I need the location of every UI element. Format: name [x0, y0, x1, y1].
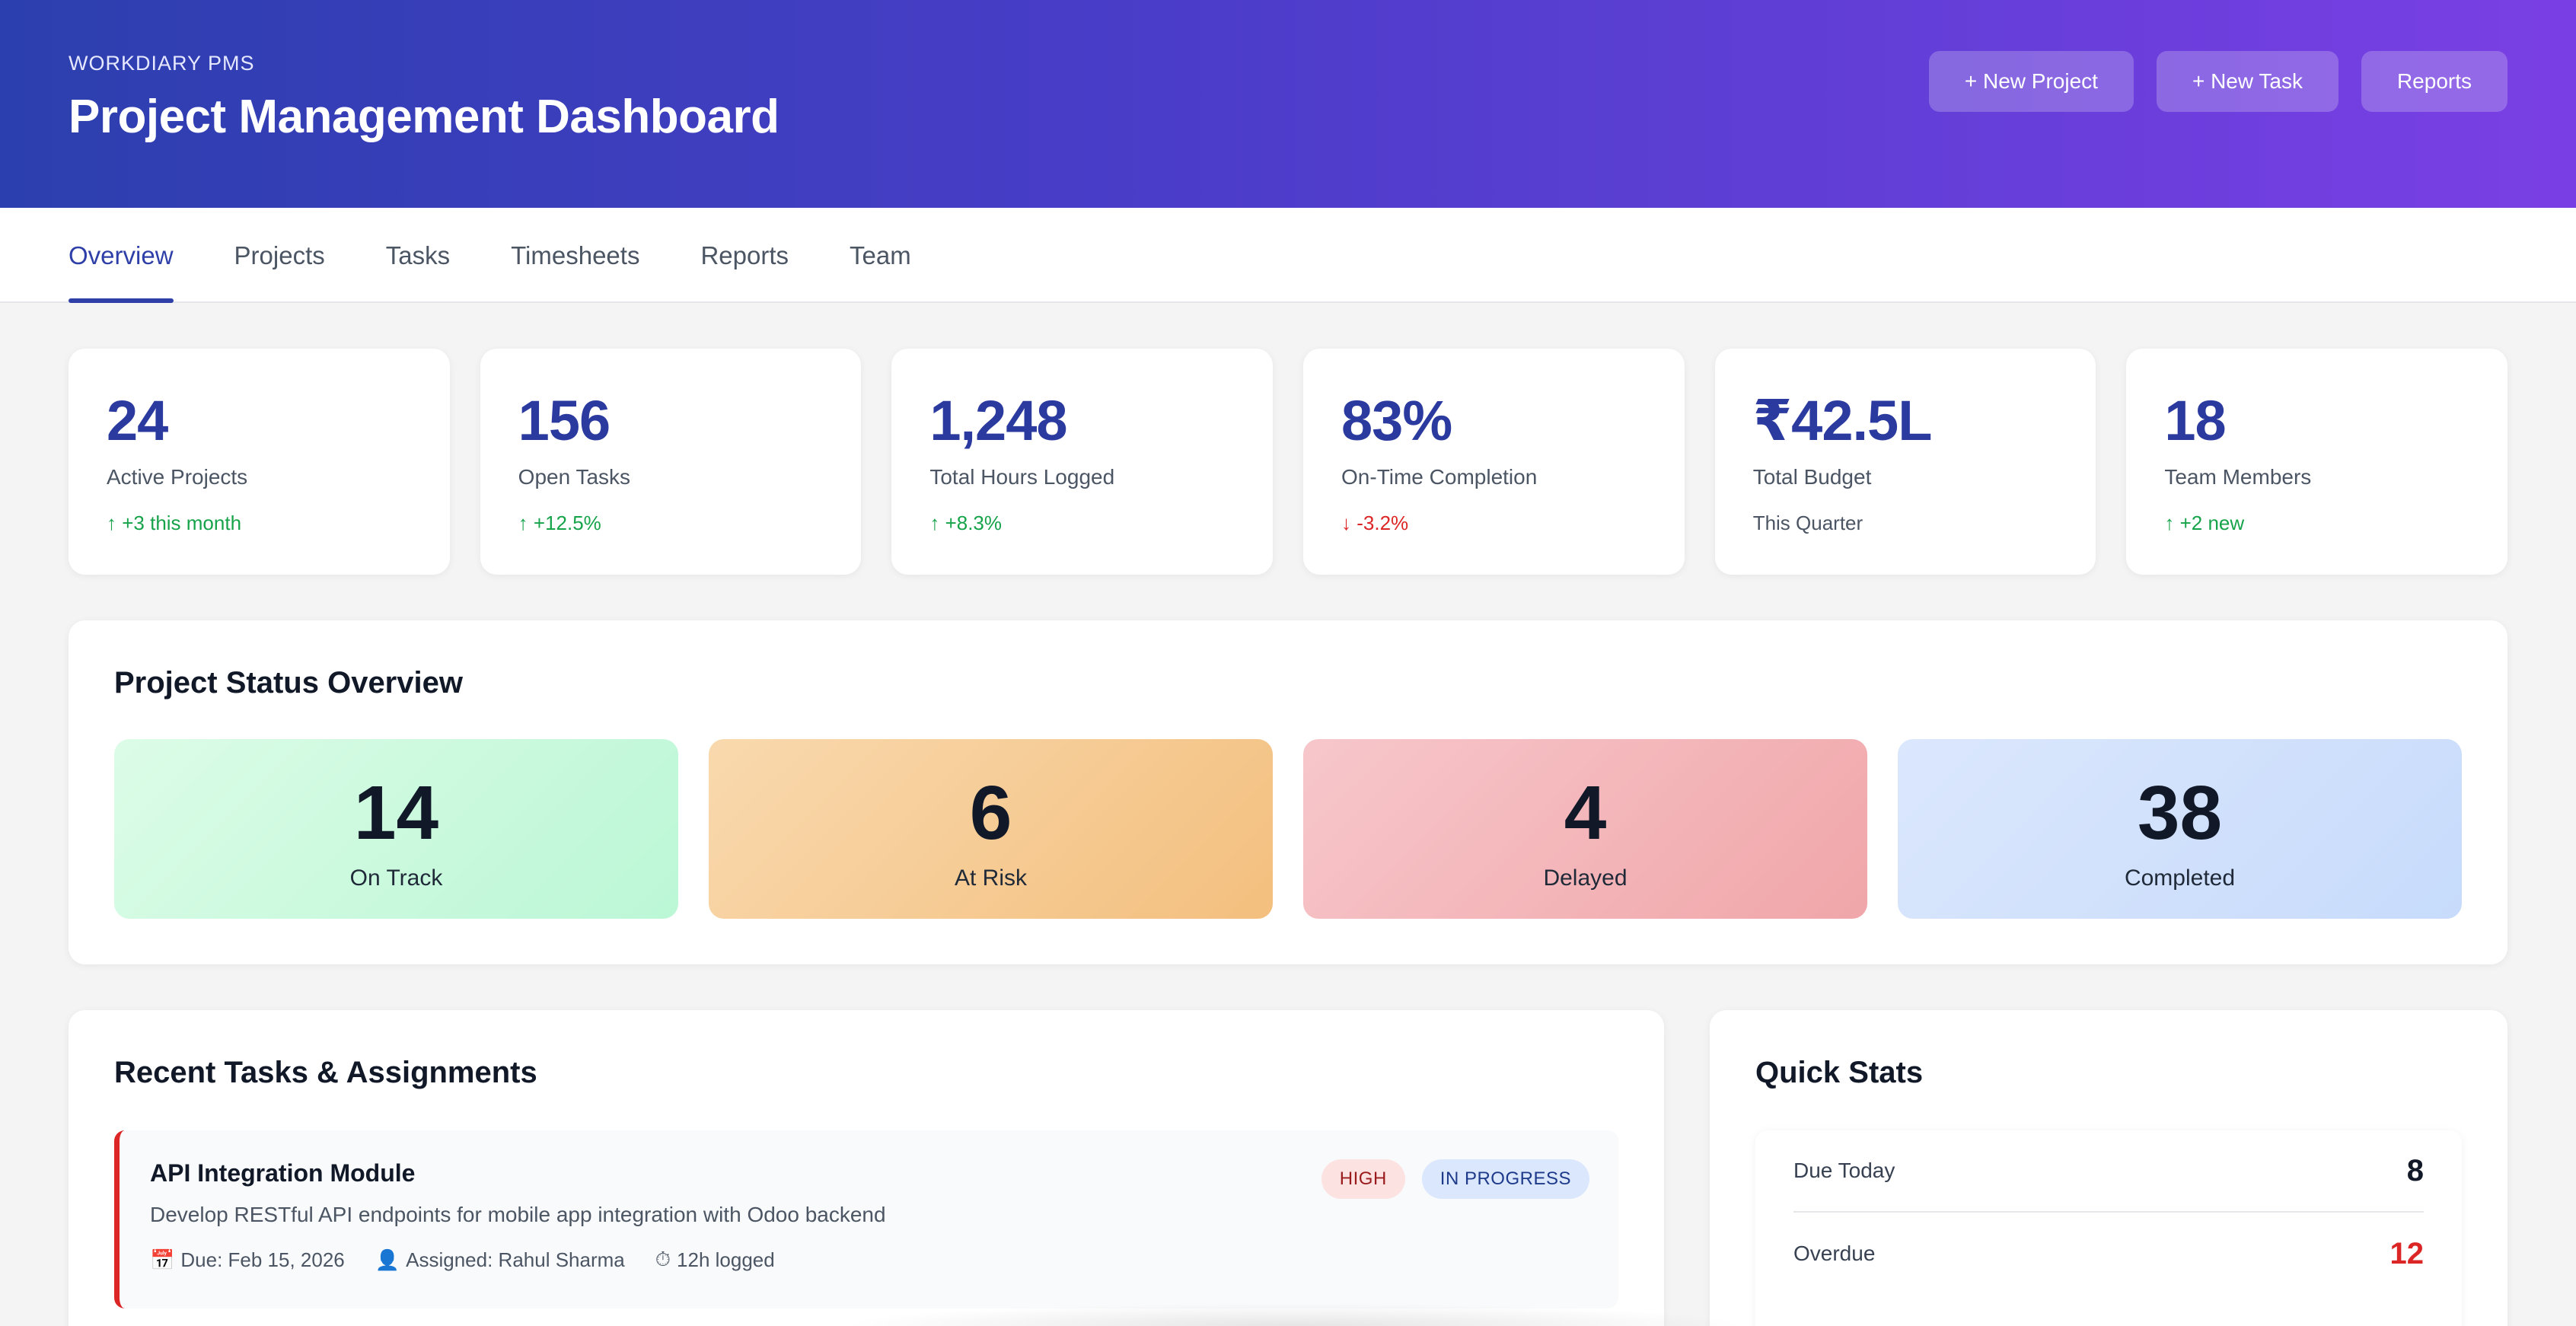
- kpi-row: 24 Active Projects ↑ +3 this month 156 O…: [69, 349, 2508, 575]
- quick-stat-value: 8: [2406, 1153, 2424, 1187]
- kpi-card-active-projects: 24 Active Projects ↑ +3 this month: [69, 349, 450, 575]
- kpi-trend: ↑ +3 this month: [107, 512, 242, 534]
- new-project-button[interactable]: + New Project: [1928, 51, 2134, 112]
- kpi-label: Active Projects: [107, 465, 248, 489]
- tab-tasks[interactable]: Tasks: [385, 241, 451, 269]
- tab-bar: Overview Projects Tasks Timesheets Repor…: [0, 208, 2576, 303]
- kpi-card-total-hours: 1,248 Total Hours Logged ↑ +8.3%: [891, 349, 1274, 575]
- tab-list: Overview Projects Tasks Timesheets Repor…: [69, 208, 911, 303]
- tab-reports[interactable]: Reports: [700, 241, 789, 269]
- status-card-delayed[interactable]: 4 Delayed: [1303, 739, 1867, 919]
- user-icon: 👤: [375, 1248, 400, 1271]
- priority-badge: HIGH: [1321, 1159, 1405, 1199]
- kpi-trend: ↓ -3.2%: [1341, 512, 1409, 534]
- tab-team[interactable]: Team: [850, 241, 911, 269]
- kpi-label: Team Members: [2164, 465, 2312, 489]
- quick-stats-panel: Quick Stats Due Today 8 Overdue 12: [1710, 1010, 2507, 1326]
- kpi-trend: This Quarter: [1752, 512, 1863, 534]
- task-assignee-text: Assigned: Rahul Sharma: [406, 1248, 625, 1271]
- status-label: Delayed: [1543, 865, 1628, 891]
- status-value: 6: [969, 770, 1012, 856]
- status-card-at-risk[interactable]: 6 At Risk: [709, 739, 1273, 919]
- task-logged-text: 12h logged: [677, 1248, 775, 1271]
- kpi-label: Open Tasks: [518, 465, 631, 489]
- task-description: Develop RESTful API endpoints for mobile…: [150, 1203, 886, 1226]
- task-badges: HIGH IN PROGRESS: [1321, 1159, 1589, 1199]
- kpi-label: Total Budget: [1752, 465, 1872, 489]
- panel-title: Quick Stats: [1755, 1056, 1924, 1089]
- page-title: Project Management Dashboard: [69, 91, 779, 143]
- reports-button[interactable]: Reports: [2361, 51, 2507, 112]
- status-label: Completed: [2124, 865, 2236, 891]
- tab-overview[interactable]: Overview: [69, 208, 174, 303]
- kpi-value: 83%: [1341, 389, 1452, 452]
- scroll-shadow: [837, 1303, 1751, 1326]
- header-actions: + New Project + New Task Reports: [1928, 51, 2507, 112]
- project-status-panel: Project Status Overview 14 On Track 6 At…: [69, 620, 2507, 964]
- kpi-trend: ↑ +12.5%: [518, 512, 601, 534]
- quick-stat-due-today[interactable]: Due Today 8: [1793, 1130, 2424, 1213]
- kpi-value: 24: [107, 389, 168, 452]
- tab-timesheets[interactable]: Timesheets: [511, 241, 640, 269]
- kpi-value: 156: [518, 389, 611, 452]
- status-badge: IN PROGRESS: [1421, 1159, 1589, 1199]
- brand-name: WORKDIARY PMS: [69, 52, 255, 75]
- task-meta: 📅 Due: Feb 15, 2026 👤 Assigned: Rahul Sh…: [150, 1248, 775, 1272]
- new-task-button[interactable]: + New Task: [2156, 51, 2338, 112]
- task-card[interactable]: API Integration Module Develop RESTful A…: [114, 1130, 1618, 1308]
- status-value: 38: [2137, 770, 2223, 856]
- panel-title: Recent Tasks & Assignments: [114, 1056, 537, 1089]
- tab-projects[interactable]: Projects: [234, 241, 325, 269]
- kpi-trend: ↑ +8.3%: [929, 512, 1003, 534]
- task-title[interactable]: API Integration Module: [150, 1159, 416, 1187]
- kpi-card-total-budget: ₹42.5L Total Budget This Quarter: [1714, 349, 2096, 575]
- task-assignee: 👤 Assigned: Rahul Sharma: [375, 1248, 625, 1272]
- kpi-value: 1,248: [929, 389, 1067, 452]
- kpi-label: On-Time Completion: [1341, 465, 1538, 489]
- panel-title: Project Status Overview: [114, 666, 463, 700]
- quick-stat-label: Due Today: [1793, 1159, 1895, 1182]
- recent-tasks-panel: Recent Tasks & Assignments API Integrati…: [69, 1010, 1664, 1326]
- status-value: 14: [353, 770, 439, 856]
- kpi-label: Total Hours Logged: [929, 465, 1115, 489]
- app-header: WORKDIARY PMS Project Management Dashboa…: [0, 0, 2576, 208]
- status-row: 14 On Track 6 At Risk 4 Delayed 38 Compl…: [114, 739, 2462, 919]
- kpi-card-team-members: 18 Team Members ↑ +2 new: [2126, 349, 2508, 575]
- status-card-completed[interactable]: 38 Completed: [1898, 739, 2462, 919]
- kpi-value: 18: [2164, 389, 2226, 452]
- quick-stat-overdue[interactable]: Overdue 12: [1793, 1213, 2424, 1295]
- status-value: 4: [1564, 770, 1607, 856]
- quick-stat-label: Overdue: [1793, 1242, 1876, 1265]
- quick-stat-value: 12: [2389, 1236, 2425, 1270]
- task-due: 📅 Due: Feb 15, 2026: [150, 1248, 345, 1272]
- stopwatch-icon: ⏱: [655, 1248, 671, 1270]
- status-label: At Risk: [954, 865, 1027, 891]
- calendar-icon: 📅: [150, 1248, 175, 1271]
- kpi-trend: ↑ +2 new: [2164, 512, 2245, 534]
- kpi-value: ₹42.5L: [1752, 389, 1933, 452]
- task-due-text: Due: Feb 15, 2026: [180, 1248, 345, 1271]
- status-label: On Track: [349, 865, 443, 891]
- kpi-card-open-tasks: 156 Open Tasks ↑ +12.5%: [480, 349, 862, 575]
- task-logged: ⏱ 12h logged: [655, 1248, 775, 1272]
- kpi-card-on-time-completion: 83% On-Time Completion ↓ -3.2%: [1303, 349, 1685, 575]
- quick-stats-list: Due Today 8 Overdue 12: [1755, 1130, 2462, 1326]
- status-card-on-track[interactable]: 14 On Track: [114, 739, 678, 919]
